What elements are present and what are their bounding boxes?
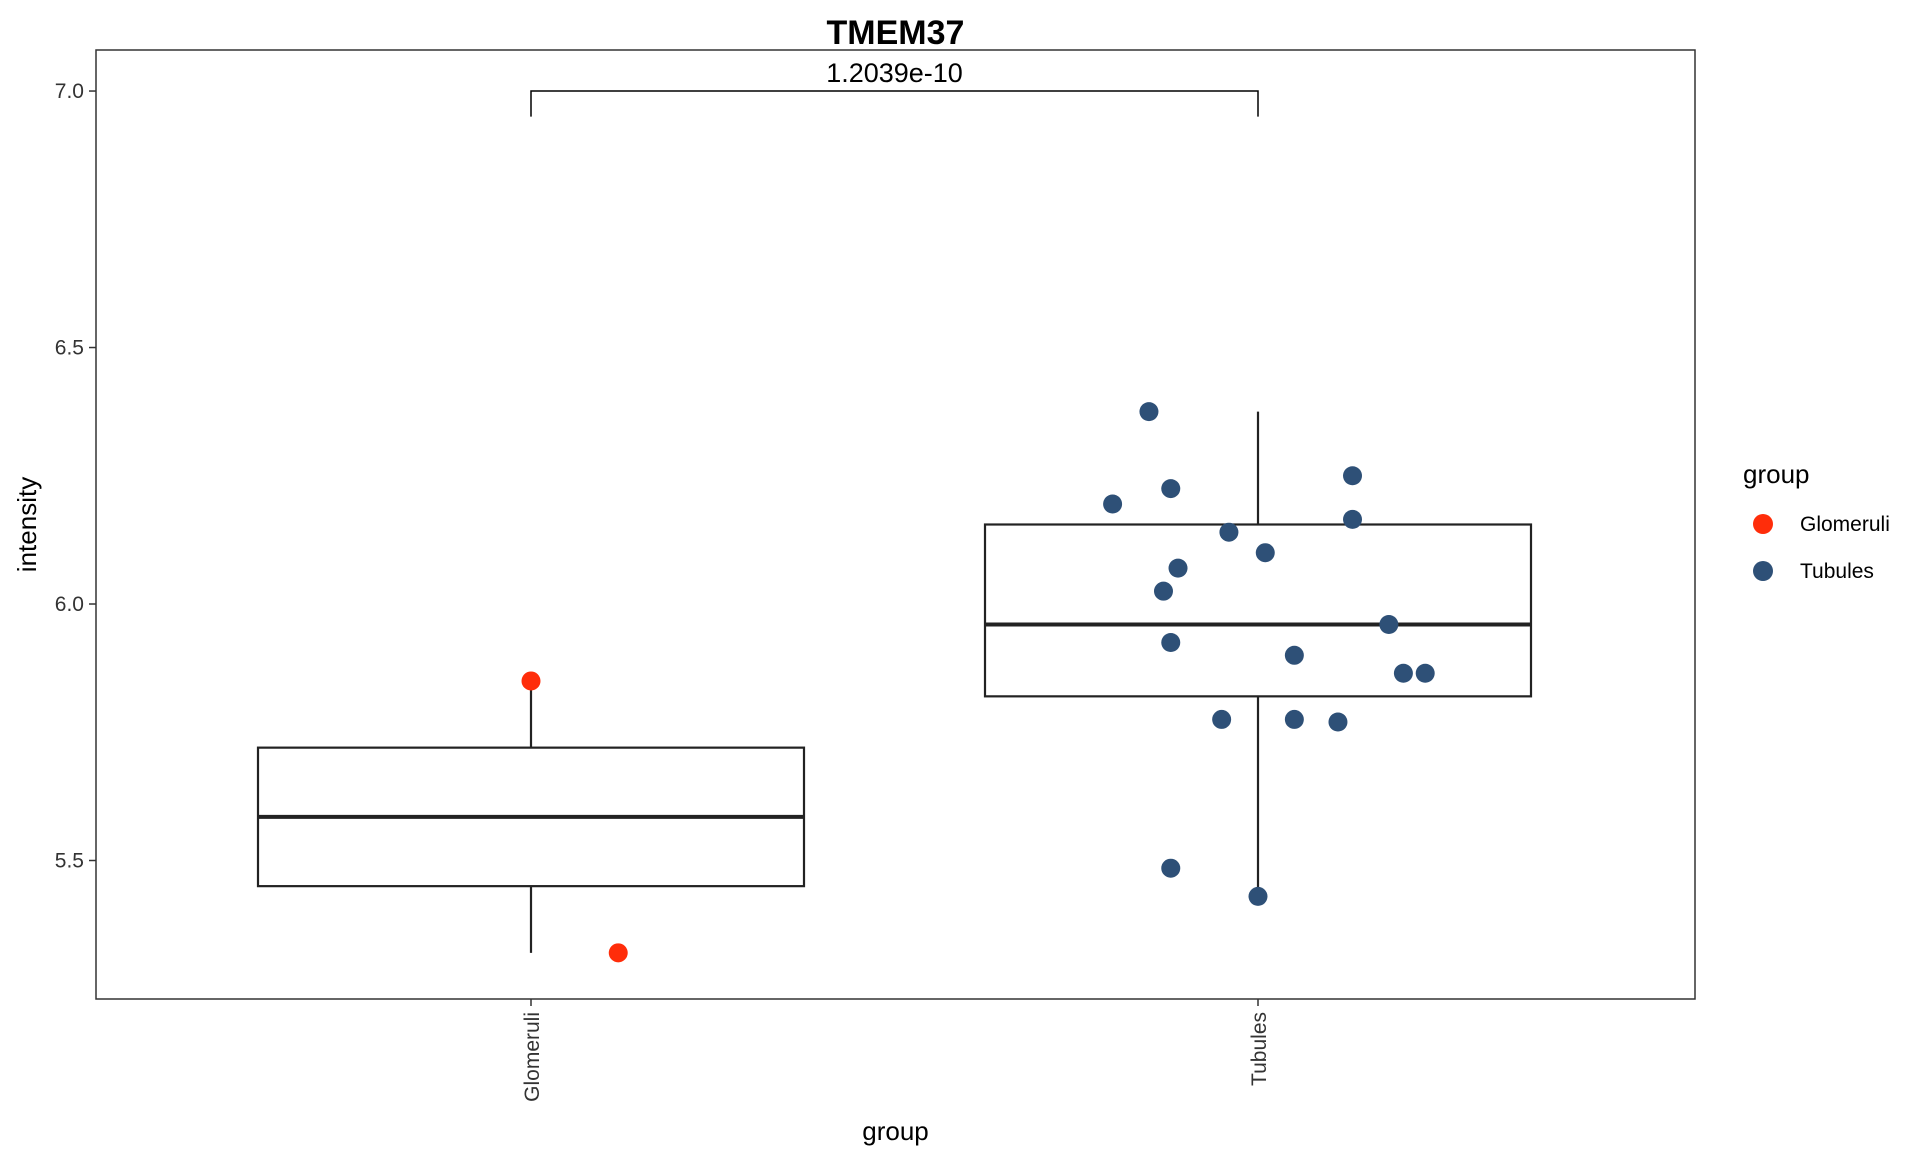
plot-area: 5.5 6.0 6.5 7.0 Glomeruli Tubules 1.2039e-10	[55, 49, 1696, 1102]
data-point-tubules	[1161, 858, 1181, 878]
x-tick-label: Tubules	[1248, 1012, 1271, 1086]
data-point-tubules	[1139, 402, 1159, 422]
data-point-tubules	[1153, 581, 1173, 601]
p-value-label: 1.2039e-10	[826, 58, 963, 88]
data-point-tubules	[1248, 886, 1268, 906]
legend-title: group	[1743, 459, 1810, 489]
y-tick-label: 6.5	[55, 337, 84, 360]
y-axis-title: intensity	[12, 477, 42, 572]
box-tubules	[983, 411, 1533, 897]
data-point-tubules	[1168, 558, 1188, 578]
data-point-tubules	[1379, 615, 1399, 635]
data-point-tubules	[1161, 632, 1181, 652]
data-point-tubules	[1393, 663, 1413, 683]
legend-key-tubules	[1753, 561, 1773, 581]
data-point-glomeruli	[521, 671, 541, 691]
data-point-tubules	[1219, 522, 1239, 542]
chart-title: TMEM37	[827, 14, 965, 52]
y-tick-label: 6.0	[55, 593, 84, 616]
data-point-tubules	[1328, 712, 1348, 732]
legend-label-glomeruli: Glomeruli	[1800, 513, 1890, 536]
x-tick-label: Glomeruli	[521, 1012, 544, 1102]
data-point-tubules	[1415, 663, 1435, 683]
data-point-tubules	[1255, 543, 1275, 563]
y-tick-label: 5.5	[55, 849, 84, 872]
data-point-tubules	[1284, 645, 1304, 665]
data-point-tubules	[1161, 479, 1181, 499]
plot-panel-border	[95, 49, 1696, 1000]
data-point-tubules	[1103, 494, 1123, 514]
x-axis-title: group	[862, 1116, 929, 1146]
data-point-glomeruli	[608, 943, 628, 963]
box-glomeruli	[256, 680, 806, 953]
data-point-tubules	[1284, 709, 1304, 729]
legend-label-tubules: Tubules	[1800, 560, 1874, 583]
significance-bracket	[530, 90, 1259, 117]
legend: group Glomeruli Tubules	[1743, 459, 1890, 583]
legend-key-glomeruli	[1753, 514, 1773, 534]
y-tick-label: 7.0	[55, 80, 84, 103]
data-point-tubules	[1343, 466, 1363, 486]
data-point-tubules	[1343, 509, 1363, 529]
data-point-tubules	[1212, 709, 1232, 729]
